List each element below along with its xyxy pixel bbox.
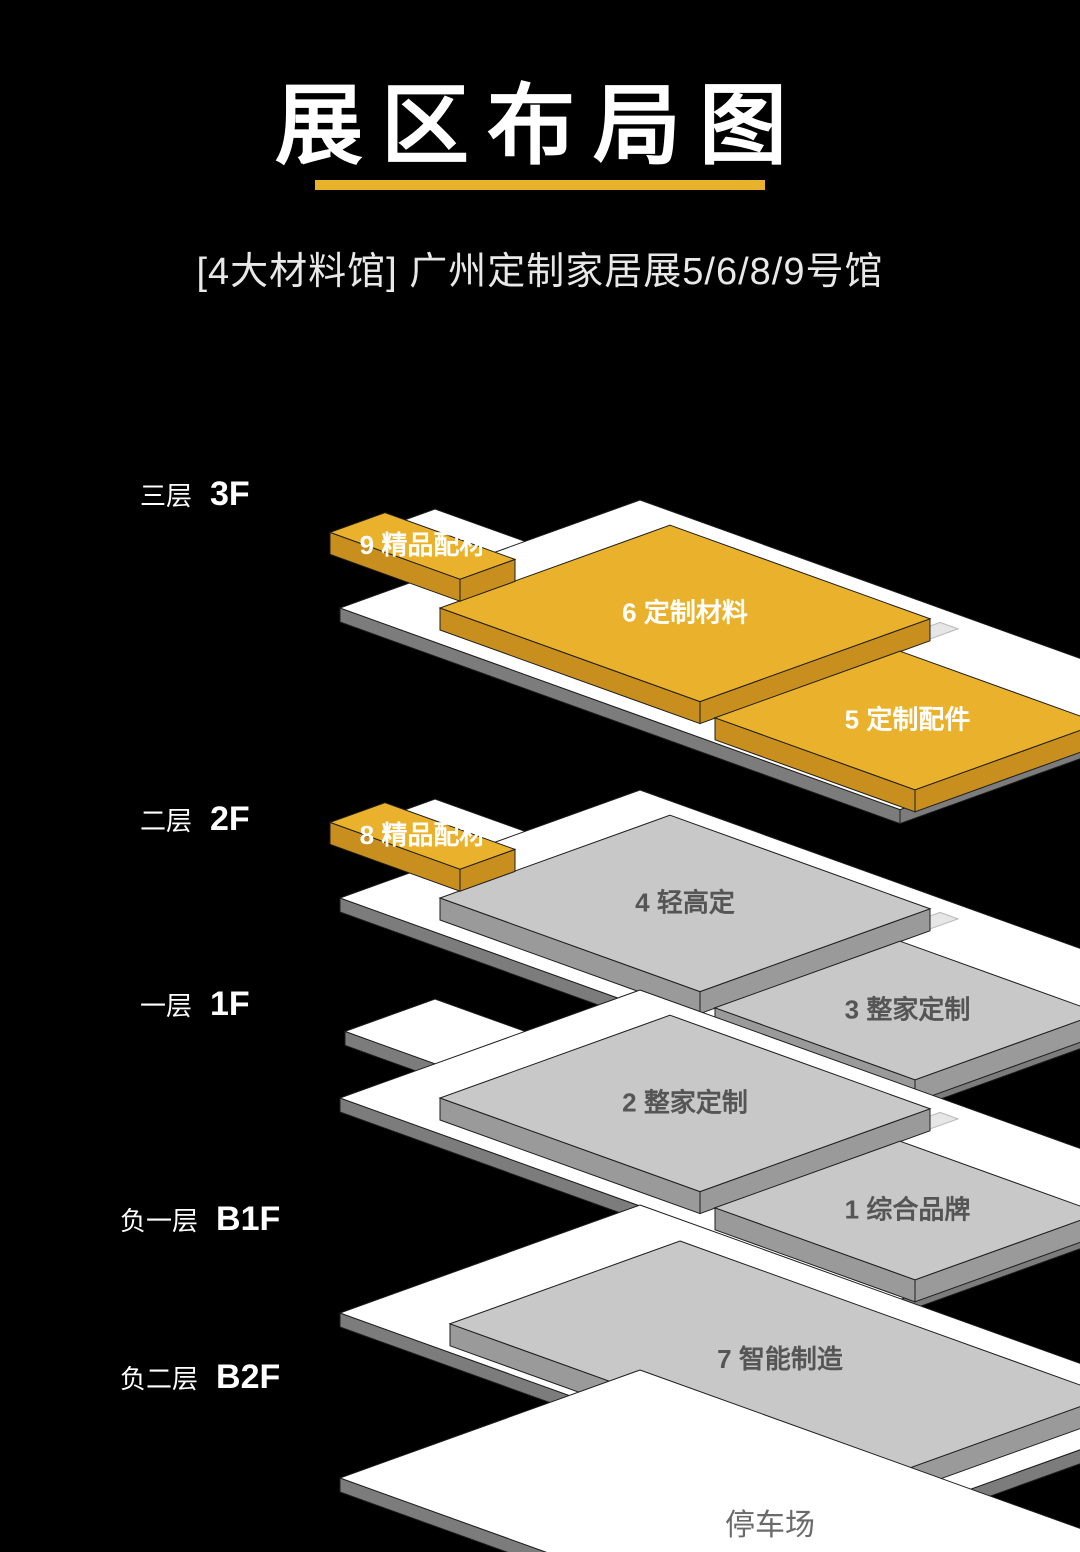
hall-label-h5: 5 定制配件 [845, 705, 971, 735]
floor-label-B2F: 负二层B2F [120, 1358, 280, 1397]
floor-label-1F: 一层1F [140, 985, 250, 1024]
floor-label-2F: 二层2F [140, 800, 250, 839]
floor-label-B1F: 负一层B1F [120, 1200, 280, 1239]
hall-label-h9: 9 精品配材 [360, 530, 486, 560]
hall-label-h8: 8 精品配材 [360, 820, 486, 850]
plain-label-B2F: 停车场 [725, 1509, 815, 1542]
hall-label-h2: 2 整家定制 [622, 1087, 748, 1117]
hall-label-h6: 6 定制材料 [622, 597, 748, 627]
hall-label-h1: 1 综合品牌 [845, 1195, 971, 1225]
hall-label-h3: 3 整家定制 [845, 995, 971, 1025]
floor-label-3F: 三层3F [140, 475, 250, 514]
floor-diagram: 6 定制材料 5 定制配件 9 精品配材 4 轻高定 3 整家定制 8 精品配材 2 整家定… [0, 0, 1080, 1552]
hall-label-h7: 7 智能制造 [717, 1344, 843, 1374]
hall-label-h4: 4 轻高定 [635, 887, 735, 917]
